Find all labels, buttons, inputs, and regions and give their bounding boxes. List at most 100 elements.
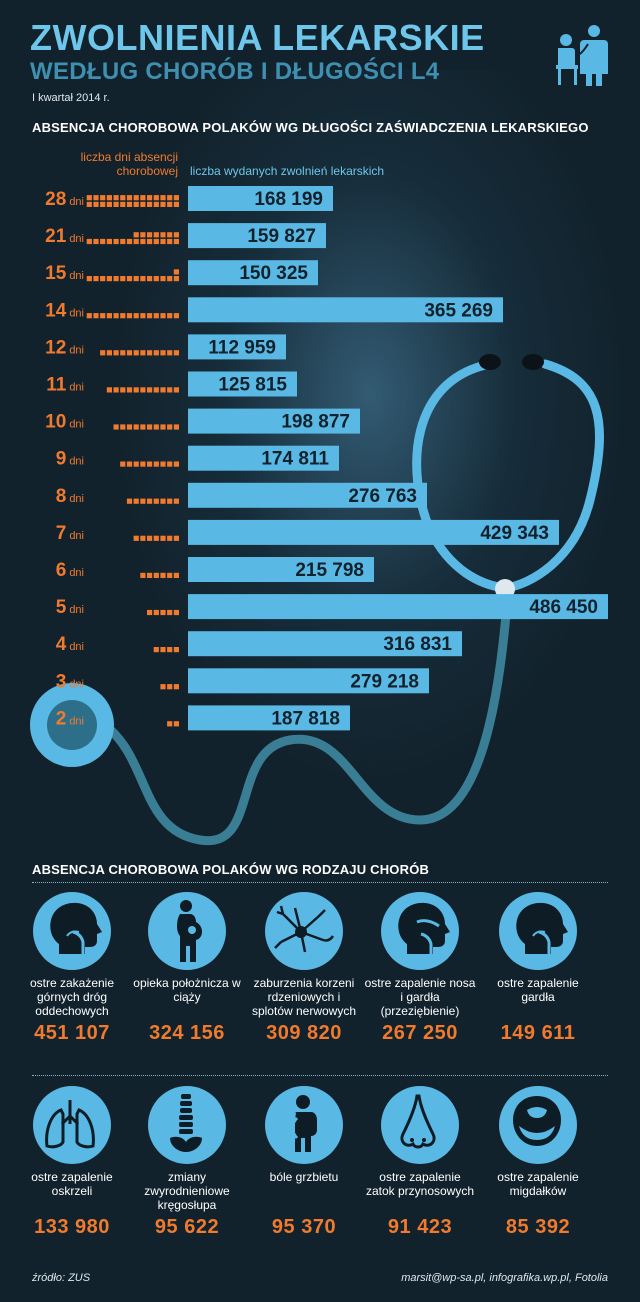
day-square <box>100 313 106 319</box>
disease-item: zaburzenia korzeni rdzeniowych i splotów… <box>248 892 360 1045</box>
day-square <box>106 238 112 245</box>
bar-28-dni <box>188 186 333 211</box>
day-square <box>147 535 153 541</box>
day-square <box>147 232 153 238</box>
day-square <box>167 238 173 245</box>
doctor-patient-icon <box>556 25 608 86</box>
day-square <box>160 424 166 430</box>
day-square <box>167 721 173 727</box>
day-square <box>113 195 119 201</box>
day-square <box>120 201 126 207</box>
day-square <box>153 387 159 393</box>
day-label: 4 dni <box>56 634 84 655</box>
day-square <box>126 424 133 430</box>
disease-label: zmiany zwyrodnieniowe kręgosłupa <box>144 1170 230 1212</box>
day-square <box>160 232 166 238</box>
day-square <box>140 195 146 201</box>
day-squares <box>86 195 179 207</box>
head-throat-icon <box>516 902 568 954</box>
day-square <box>173 721 179 727</box>
day-square <box>113 424 119 430</box>
day-square <box>173 498 179 504</box>
day-square <box>106 195 112 201</box>
bar-8-dni <box>188 482 427 508</box>
bar-5-dni <box>188 594 608 620</box>
disease-label: zaburzenia korzeni rdzeniowych i splotów… <box>251 976 357 1018</box>
nose-icon <box>400 1094 436 1149</box>
day-square <box>140 313 146 319</box>
day-square <box>173 609 179 616</box>
day-square <box>120 424 126 430</box>
bar-value-label: 276 763 <box>348 486 417 507</box>
day-square <box>126 461 133 467</box>
day-square <box>153 461 159 467</box>
disease-circle <box>381 892 459 970</box>
day-square <box>113 238 119 245</box>
day-square <box>167 461 173 467</box>
bar-value-label: 486 450 <box>529 597 598 618</box>
disease-label: ostre zakażenie górnych dróg oddechowych <box>29 976 115 1018</box>
day-square <box>113 313 119 319</box>
bar-4-dni <box>188 631 462 657</box>
day-square <box>167 313 173 319</box>
day-square <box>133 313 139 319</box>
day-square <box>160 572 166 578</box>
day-square <box>133 535 139 541</box>
day-square <box>173 647 179 653</box>
section-title-length: ABSENCJA CHOROBOWA POLAKÓW WG DŁUGOŚCI Z… <box>32 120 589 135</box>
day-square <box>106 350 112 356</box>
day-square <box>113 350 119 356</box>
day-square <box>160 609 166 616</box>
day-square <box>167 684 173 690</box>
bar-6-dni <box>188 557 374 582</box>
disease-value: 91 423 <box>387 1216 453 1238</box>
day-square <box>153 201 159 207</box>
day-label: 2 dni <box>56 708 84 729</box>
bar-10-dni <box>188 408 360 434</box>
day-square <box>167 424 173 430</box>
day-square <box>133 498 139 504</box>
day-square <box>153 535 159 541</box>
day-square <box>147 276 153 282</box>
day-square <box>133 232 139 238</box>
day-square <box>126 201 133 207</box>
day-squares <box>86 269 179 282</box>
day-square <box>147 201 153 207</box>
day-square <box>140 461 146 467</box>
divider-middle <box>32 1075 608 1076</box>
back-pain-icon <box>291 1095 317 1152</box>
bar-chart: 168 199 28 dni 159 827 21 dni 150 325 15 dni 365 … <box>30 186 608 846</box>
day-square <box>133 350 139 356</box>
day-square <box>153 350 159 356</box>
disease-item: zmiany zwyrodnieniowe kręgosłupa 95 622 <box>131 1086 243 1239</box>
day-square <box>173 313 179 319</box>
day-square <box>120 461 126 467</box>
day-square <box>126 350 133 356</box>
day-square <box>106 276 112 282</box>
legend-count: liczba wydanych zwolnień lekarskich <box>190 164 385 178</box>
day-square <box>126 498 133 504</box>
day-label: 21 dni <box>45 226 84 247</box>
disease-label: bóle grzbietu <box>269 1170 339 1184</box>
day-square <box>133 424 139 430</box>
head-nose-throat-icon <box>398 902 450 956</box>
day-label: 10 dni <box>45 412 84 433</box>
spine-icon <box>170 1094 202 1152</box>
day-square <box>126 276 133 282</box>
disease-label: ostre zapalenie nosa i gardła (przeziębi… <box>364 976 476 1018</box>
bar-2-dni <box>188 705 350 731</box>
day-label: 6 dni <box>56 560 84 581</box>
day-square <box>133 238 139 245</box>
disease-circle <box>499 1086 577 1164</box>
bar-value-label: 150 325 <box>239 263 308 284</box>
bar-12-dni <box>188 334 286 360</box>
day-square <box>167 350 173 356</box>
day-label: 7 dni <box>56 523 84 544</box>
bar-value-label: 365 269 <box>424 300 493 321</box>
day-square <box>153 424 159 430</box>
disease-label: ostre zapalenie gardła <box>497 976 579 1004</box>
day-squares <box>126 498 179 504</box>
neuron-icon <box>274 905 335 953</box>
disease-value: 309 820 <box>266 1022 342 1044</box>
day-square <box>106 387 112 393</box>
